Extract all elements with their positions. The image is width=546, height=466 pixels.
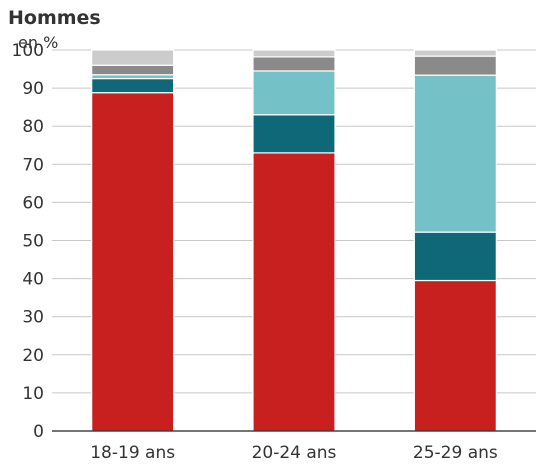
- bar-segment-4: [413, 55, 497, 76]
- y-tick-label: 0: [33, 422, 44, 442]
- x-tick-label: 20-24 ans: [252, 443, 337, 463]
- x-axis-ticks: 18-19 ans 20-24 ans 25-29 ans: [90, 443, 498, 463]
- y-tick-label: 30: [22, 308, 44, 328]
- bar-segment-5: [413, 49, 497, 57]
- chart-title: Hommes: [8, 7, 101, 29]
- bar-segment-4: [252, 56, 336, 72]
- y-tick-label: 50: [22, 232, 44, 252]
- y-tick-label: 70: [22, 155, 44, 175]
- y-tick-label: 10: [22, 384, 44, 404]
- y-tick-label: 40: [22, 270, 44, 290]
- bar-segment-5: [91, 49, 175, 66]
- bar-segment-2: [413, 231, 497, 282]
- y-tick-label: 100: [12, 41, 44, 61]
- bar-segment-3: [413, 74, 497, 233]
- y-tick-label: 80: [22, 117, 44, 137]
- bar-segment-4: [91, 64, 175, 76]
- bar-segment-2: [91, 77, 175, 94]
- bar-segment-1: [91, 92, 175, 432]
- y-tick-label: 20: [22, 346, 44, 366]
- bar-segment-1: [413, 279, 497, 432]
- bar-segment-3: [252, 70, 336, 116]
- bar-segment-5: [252, 49, 336, 58]
- x-tick-label: 25-29 ans: [413, 443, 498, 463]
- y-axis-unit: en %: [18, 33, 58, 52]
- y-tick-label: 90: [22, 79, 44, 99]
- bar-segment-1: [252, 152, 336, 432]
- x-tick-label: 18-19 ans: [90, 443, 175, 463]
- y-tick-label: 60: [22, 193, 44, 213]
- y-axis-ticks: 0 10 20 30 40 50 60 70 80 90 100: [12, 41, 44, 442]
- bars: [91, 49, 497, 432]
- bar-segment-2: [252, 114, 336, 154]
